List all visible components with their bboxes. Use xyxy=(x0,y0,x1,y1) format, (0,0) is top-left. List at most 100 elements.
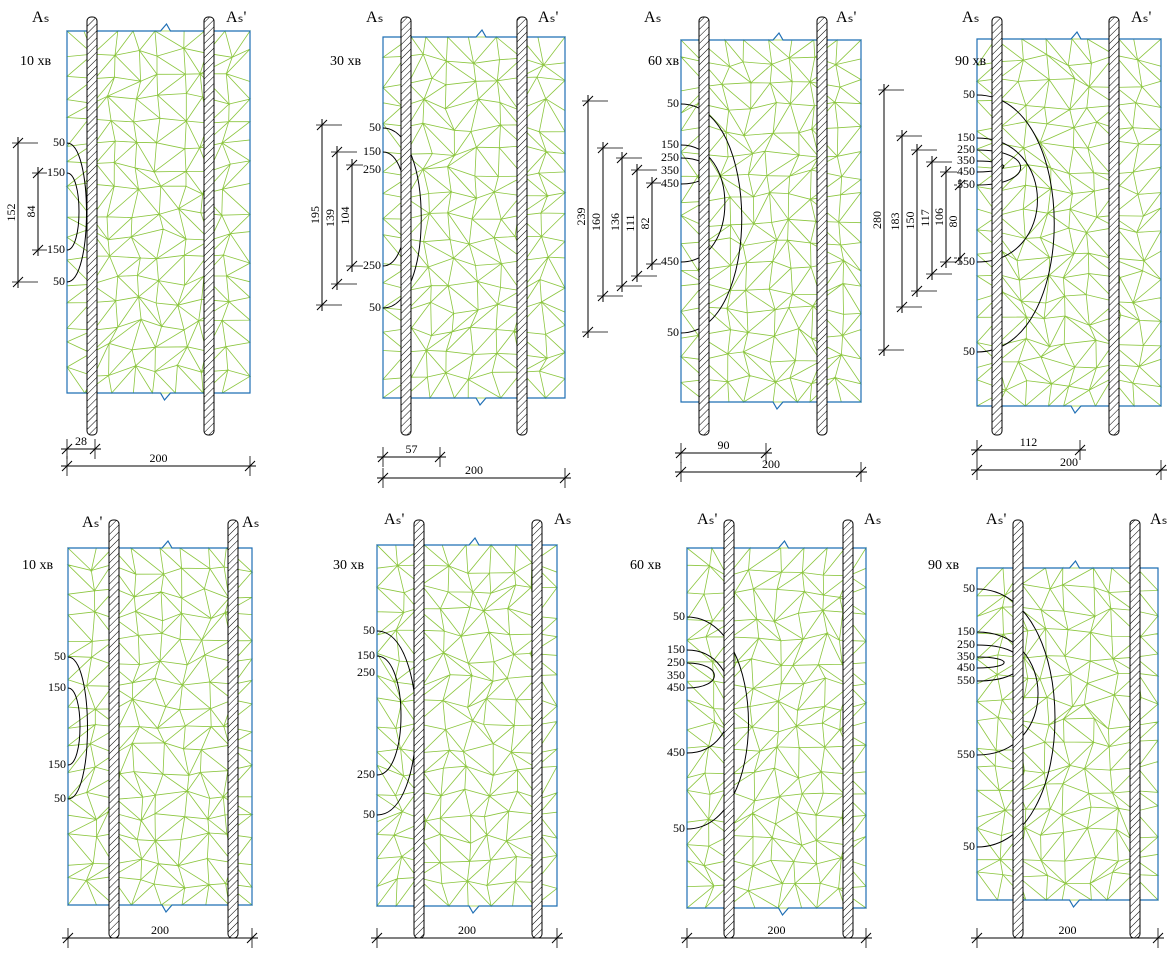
isotherm-label: 50 xyxy=(363,807,375,821)
dimension-label: 239 xyxy=(574,208,588,226)
isotherm-label: 150 xyxy=(47,242,65,256)
isotherm-label: 450 xyxy=(661,254,679,268)
mesh xyxy=(377,545,557,906)
dimension-label: 84 xyxy=(24,206,38,218)
rebar-label: Aₛ xyxy=(32,9,50,26)
isotherm-label: 50 xyxy=(963,344,975,358)
rebar xyxy=(843,520,853,938)
isotherm-label: 50 xyxy=(667,325,679,339)
isotherm-label: 50 xyxy=(54,649,66,663)
rebar xyxy=(228,520,238,938)
depth-dimension: 112 xyxy=(1020,435,1038,449)
isotherm-label: 250 xyxy=(667,655,685,669)
isotherm-label: 50 xyxy=(673,609,685,623)
time-label: 90 хв xyxy=(955,54,987,69)
time-label: 30 хв xyxy=(333,558,365,573)
isotherm-label: 150 xyxy=(363,144,381,158)
rebar xyxy=(87,17,97,435)
isotherm-label: 450 xyxy=(957,164,975,178)
rebar xyxy=(724,520,734,938)
rebar xyxy=(517,17,527,435)
dimension-label: 111 xyxy=(623,214,637,231)
panel: 5015025025050AₛAₛ'30 хв19513910457200 xyxy=(308,9,571,488)
rebar xyxy=(204,17,214,435)
dimension-label: 80 xyxy=(946,216,960,228)
dimension-label: 150 xyxy=(903,212,917,230)
rebar xyxy=(1109,17,1119,435)
panel: 5015025035045055055050AₛAₛ'90 хв28018315… xyxy=(870,9,1167,480)
isotherm-label: 450 xyxy=(957,660,975,674)
rebar-label: Aₛ' xyxy=(836,9,857,26)
isotherm-label: 250 xyxy=(357,767,375,781)
rebar xyxy=(1013,520,1023,938)
isotherm-label: 150 xyxy=(47,165,65,179)
rebar xyxy=(414,520,424,938)
isotherm-label: 50 xyxy=(963,581,975,595)
panel: 5015025035045045050AₛAₛ'60 хв23916013611… xyxy=(574,9,867,482)
dimension-label: 280 xyxy=(870,211,884,229)
mesh xyxy=(687,548,866,908)
width-dimension: 200 xyxy=(1060,455,1078,469)
time-label: 10 хв xyxy=(20,54,52,69)
panel: 5015015050AₛAₛ'10 хв1528428200 xyxy=(4,9,256,476)
rebar-label: Aₛ' xyxy=(986,511,1007,528)
isotherm-label: 50 xyxy=(369,300,381,314)
isotherm-label: 50 xyxy=(53,135,65,149)
isotherm-label: 150 xyxy=(48,757,66,771)
width-dimension: 200 xyxy=(150,451,168,465)
time-label: 60 хв xyxy=(648,54,680,69)
width-dimension: 200 xyxy=(768,923,786,937)
rebar-label: Aₛ xyxy=(554,511,572,528)
isotherm-label: 450 xyxy=(661,176,679,190)
dimension-label: 82 xyxy=(638,218,652,230)
dimension-label: 183 xyxy=(888,213,902,231)
isotherm-label: 50 xyxy=(963,87,975,101)
rebar xyxy=(401,17,411,435)
isotherm-label: 50 xyxy=(667,96,679,110)
isotherm-label: 350 xyxy=(661,163,679,177)
rebar xyxy=(1130,520,1140,938)
depth-dimension: 28 xyxy=(75,434,87,448)
isotherm-label: 50 xyxy=(369,120,381,134)
time-label: 60 хв xyxy=(630,558,662,573)
rebar-label: Aₛ xyxy=(366,9,384,26)
rebar xyxy=(699,17,709,435)
dimension-label: 160 xyxy=(589,213,603,231)
panel: 5015015050Aₛ'Aₛ10 хв200 xyxy=(22,514,260,948)
rebar-label: Aₛ xyxy=(644,9,662,26)
isotherm-label: 250 xyxy=(363,258,381,272)
dimension-label: 106 xyxy=(932,208,946,226)
isotherm-label: 150 xyxy=(661,137,679,151)
panel: 5015025035045045050Aₛ'Aₛ60 хв200 xyxy=(630,511,882,948)
rebar-label: Aₛ' xyxy=(82,514,103,531)
rebar-label: Aₛ xyxy=(864,511,882,528)
dimension-label: 117 xyxy=(918,209,932,227)
rebar-label: Aₛ xyxy=(962,9,980,26)
rebar-label: Aₛ' xyxy=(697,511,718,528)
width-dimension: 200 xyxy=(151,923,169,937)
time-label: 30 хв xyxy=(330,54,362,69)
rebar-label: Aₛ' xyxy=(384,511,405,528)
isotherm-label: 550 xyxy=(957,673,975,687)
dimension-label: 139 xyxy=(323,209,337,227)
width-dimension: 200 xyxy=(458,923,476,937)
isotherm-label: 150 xyxy=(667,642,685,656)
dimension-label: 104 xyxy=(338,207,352,225)
isotherm-label: 50 xyxy=(54,791,66,805)
rebar xyxy=(817,17,827,435)
isotherm-label: 50 xyxy=(673,821,685,835)
width-dimension: 200 xyxy=(465,463,483,477)
depth-dimension: 90 xyxy=(718,438,730,452)
rebar-label: Aₛ' xyxy=(226,9,247,26)
isotherm-label: 250 xyxy=(363,162,381,176)
isotherm-label: 250 xyxy=(661,150,679,164)
isotherm-label: 450 xyxy=(667,745,685,759)
width-dimension: 200 xyxy=(762,457,780,471)
isotherm-label: 150 xyxy=(957,624,975,638)
rebar-label: Aₛ' xyxy=(538,9,559,26)
isotherm-label: 550 xyxy=(957,747,975,761)
isotherm-label: 50 xyxy=(963,839,975,853)
isotherm-label: 450 xyxy=(667,680,685,694)
time-label: 90 хв xyxy=(928,558,960,573)
